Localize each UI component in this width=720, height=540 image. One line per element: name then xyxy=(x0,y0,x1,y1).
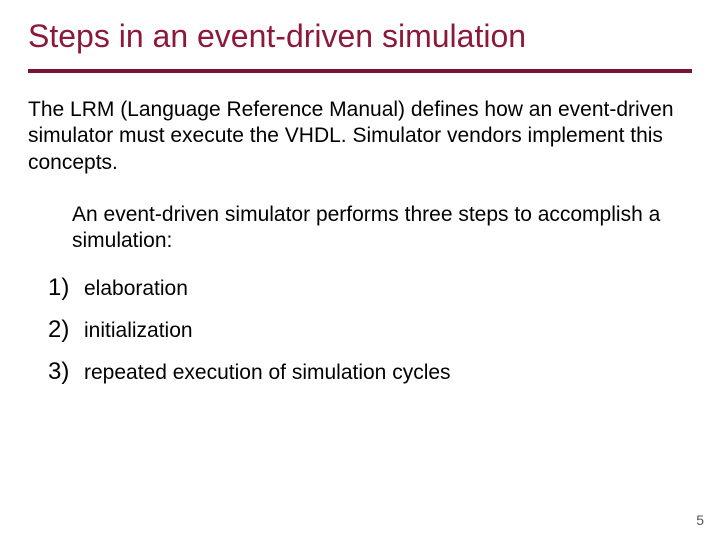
slide-title: Steps in an event-driven simulation xyxy=(28,18,692,55)
intro-paragraph: The LRM (Language Reference Manual) defi… xyxy=(28,97,692,176)
list-item: 1) elaboration xyxy=(48,274,692,302)
list-item: 3) repeated execution of simulation cycl… xyxy=(48,358,692,386)
list-number: 3) xyxy=(48,358,84,386)
steps-list: 1) elaboration 2) initialization 3) repe… xyxy=(48,274,692,386)
list-text: repeated execution of simulation cycles xyxy=(84,361,451,385)
list-text: elaboration xyxy=(84,277,188,301)
list-number: 2) xyxy=(48,316,84,344)
list-text: initialization xyxy=(84,319,193,343)
slide: Steps in an event-driven simulation The … xyxy=(0,0,720,540)
list-item: 2) initialization xyxy=(48,316,692,344)
title-underline xyxy=(28,69,692,73)
lead-paragraph: An event-driven simulator performs three… xyxy=(72,202,692,255)
list-number: 1) xyxy=(48,274,84,302)
page-number: 5 xyxy=(696,512,704,528)
